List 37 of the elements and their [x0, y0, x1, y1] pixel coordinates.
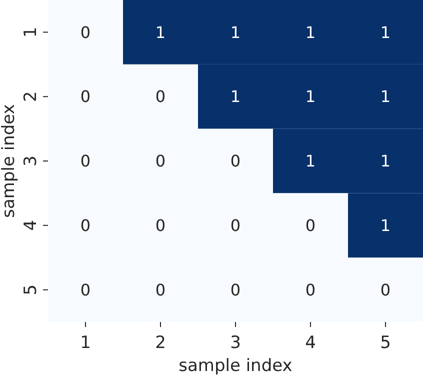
data-label: 0: [305, 216, 316, 235]
data-label: 1: [380, 87, 391, 106]
y-tick-label: 2: [21, 91, 41, 102]
x-tick-label: 4: [305, 333, 316, 353]
y-tick-label: 3: [21, 156, 41, 166]
data-label: 0: [80, 152, 91, 171]
data-label: 0: [80, 280, 91, 300]
data-label: 0: [80, 22, 91, 42]
data-label: 0: [380, 280, 391, 300]
x-axis-title: sample index: [178, 356, 292, 376]
data-label: 1: [380, 216, 391, 235]
data-label: 1: [230, 87, 241, 106]
y-axis-title: sample index: [0, 104, 19, 218]
data-label: 0: [305, 280, 316, 300]
x-tick-label: 5: [380, 333, 391, 353]
data-label: 1: [305, 87, 316, 106]
data-label: 1: [155, 22, 166, 42]
data-label: 1: [380, 22, 391, 42]
y-tick-label: 4: [21, 220, 41, 231]
data-label: 1: [230, 22, 241, 42]
data-label: 0: [230, 216, 241, 235]
data-label: 1: [380, 152, 391, 171]
data-label: 0: [155, 152, 166, 171]
x-tick-label: 1: [80, 333, 91, 353]
data-label: 0: [155, 87, 166, 106]
data-label: 0: [230, 152, 241, 171]
data-label: 1: [305, 152, 316, 171]
data-label: 0: [155, 280, 166, 300]
x-tick-label: 3: [230, 333, 241, 353]
data-label: 0: [155, 216, 166, 235]
x-tick-label: 2: [155, 333, 166, 353]
data-label: 1: [305, 22, 316, 42]
y-tick-label: 1: [21, 26, 41, 38]
y-tick-label: 5: [21, 284, 41, 296]
data-label: 0: [80, 87, 91, 106]
data-label: 0: [230, 280, 241, 300]
data-label: 0: [80, 216, 91, 235]
